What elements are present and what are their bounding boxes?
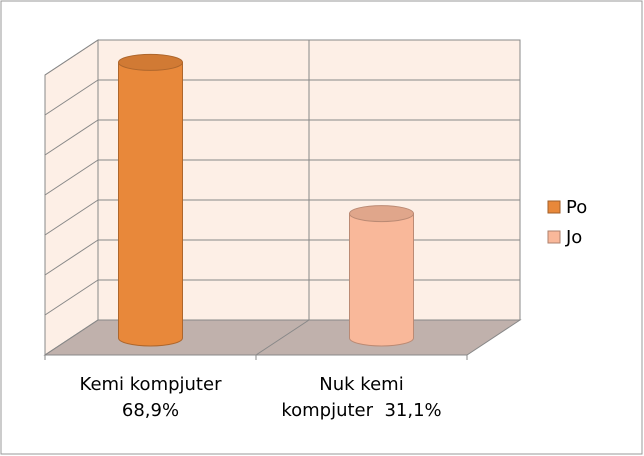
bar-body [349, 213, 414, 347]
x-tick-label: Kemi kompjuter 68,9% [79, 374, 228, 421]
side-wall [44, 39, 99, 356]
grid-line [44, 279, 99, 316]
grid-line [44, 239, 99, 276]
bar-body [118, 61, 183, 347]
bar [349, 205, 414, 347]
bar-top [349, 205, 414, 223]
grid-line [44, 39, 99, 76]
legend-swatch [547, 230, 561, 244]
legend-swatch [547, 200, 561, 214]
grid-line [44, 159, 99, 196]
bar [118, 53, 183, 347]
grid-line [44, 199, 99, 236]
bar-top [118, 53, 183, 71]
legend-label: Jo [565, 227, 582, 248]
legend-label: Po [566, 197, 587, 218]
divider [255, 319, 310, 356]
grid-line [44, 79, 99, 116]
grid-line [44, 319, 99, 356]
x-tick-label: Nuk kemi kompjuter 31,1% [281, 374, 442, 421]
grid-line [44, 119, 99, 156]
